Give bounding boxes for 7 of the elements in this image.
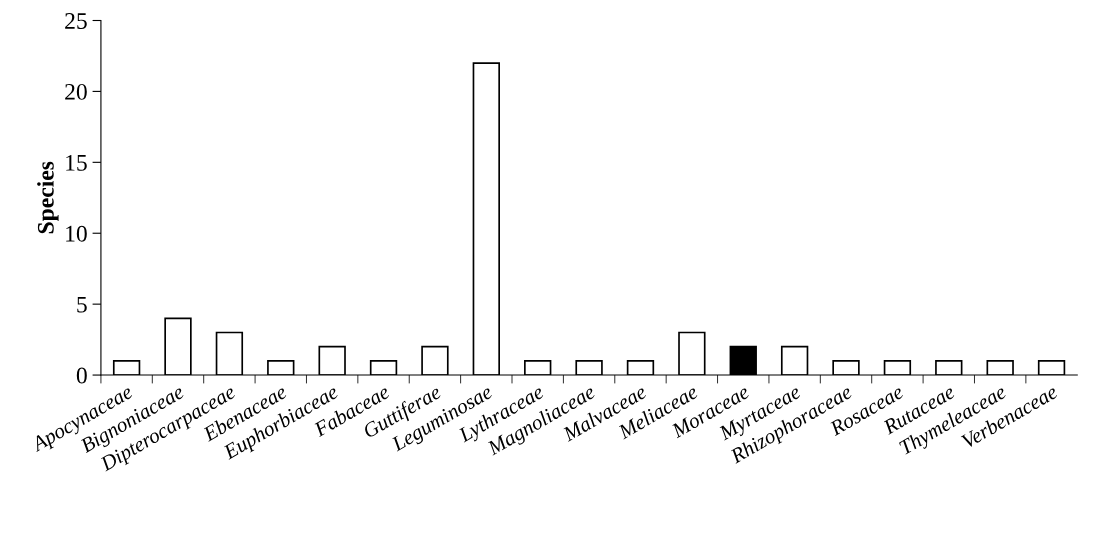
y-tick-label: 0 [76,367,87,384]
y-axis-title: Species [37,161,59,234]
y-tick-label: 15 [66,154,87,171]
y-tick-label: 25 [65,13,87,29]
y-tick-label: 10 [66,225,87,242]
y-tick-label: 20 [65,83,87,100]
y-tick-label: 5 [77,296,87,313]
